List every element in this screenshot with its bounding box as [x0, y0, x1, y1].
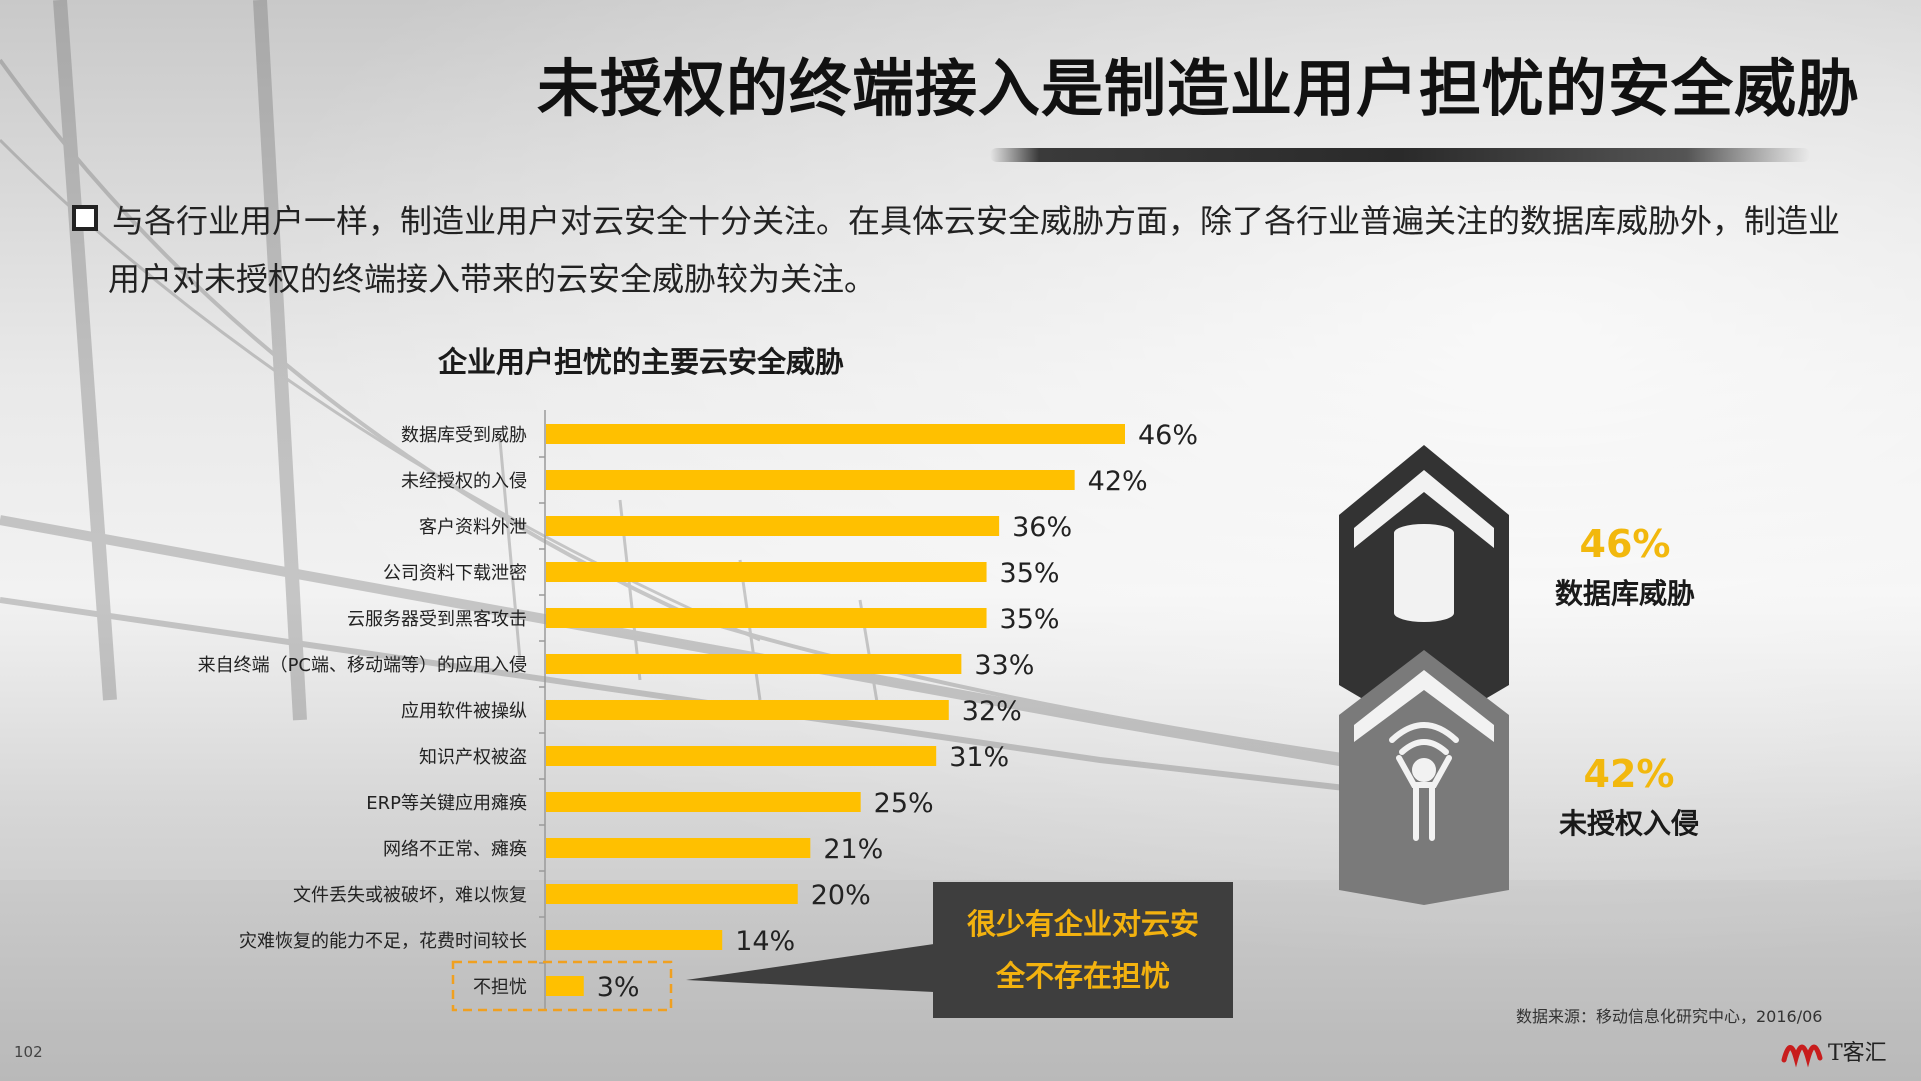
highlight-dashed-box [451, 960, 673, 1012]
chart-title: 企业用户担忧的主要云安全威胁 [438, 345, 845, 379]
category-label: 未经授权的入侵 [401, 471, 527, 492]
bar [546, 838, 811, 858]
value-label: 31% [949, 742, 1009, 773]
category-label: 文件丢失或被破坏，难以恢复 [293, 885, 527, 906]
value-label: 21% [823, 834, 883, 865]
bar [546, 424, 1125, 444]
intro-paragraph: 与各行业用户一样，制造业用户对云安全十分关注。在具体云安全威胁方面，除了各行业普… [72, 192, 1852, 308]
value-label: 25% [874, 788, 934, 819]
data-source: 数据来源：移动信息化研究中心，2016/06 [1516, 1007, 1823, 1026]
value-label: 46% [1138, 420, 1198, 451]
bar [546, 792, 861, 812]
bar [546, 884, 798, 904]
bar [546, 976, 584, 996]
intro-line-1: 与各行业用户一样，制造业用户对云安全十分关注。在具体云安全威胁方面，除了各行业普… [112, 202, 1841, 240]
value-label: 36% [1012, 512, 1072, 543]
category-label: 数据库受到威胁 [401, 425, 527, 446]
bar [546, 746, 937, 766]
bar [546, 562, 987, 582]
category-label: 公司资料下载泄密 [383, 563, 527, 584]
chevron-icons-panel [1339, 445, 1509, 905]
bar [546, 654, 962, 674]
category-label: 云服务器受到黑客攻击 [347, 609, 527, 630]
value-label: 3% [597, 972, 640, 1003]
category-label: 应用软件被操纵 [401, 701, 527, 722]
page-number: 102 [14, 1043, 43, 1061]
value-label: 33% [974, 650, 1034, 681]
bar [546, 608, 987, 628]
callout-line-1: 很少有企业对云安 [966, 907, 1199, 941]
value-label: 35% [1000, 604, 1060, 635]
stat-intrusion: 42% 未授权入侵 [1524, 752, 1734, 842]
database-icon [1394, 524, 1454, 622]
bullet-square-icon [72, 205, 98, 231]
callout-box: 很少有企业对云安 全不存在担忧 [933, 882, 1233, 1018]
value-label: 14% [735, 926, 795, 957]
category-label: 来自终端（PC端、移动端等）的应用入侵 [198, 655, 527, 676]
stat-database-percent: 46% [1579, 522, 1671, 566]
value-label: 42% [1088, 466, 1148, 497]
category-label: 网络不正常、瘫痪 [383, 839, 527, 860]
value-label: 35% [1000, 558, 1060, 589]
category-label: 知识产权被盗 [419, 747, 527, 768]
callout-pointer [686, 944, 934, 992]
title-underline-brush [990, 148, 1810, 162]
value-label: 32% [962, 696, 1022, 727]
brand-logo: T客汇 [1781, 1041, 1887, 1068]
category-label: 灾难恢复的能力不足，花费时间较长 [239, 931, 527, 952]
logo-text: T客汇 [1828, 1041, 1887, 1066]
category-label: 客户资料外泄 [419, 517, 527, 538]
person-wifi-icon [1389, 722, 1459, 841]
stat-database: 46% 数据库威胁 [1520, 522, 1730, 612]
value-label: 20% [811, 880, 871, 911]
category-label: 不担忧 [473, 977, 527, 998]
intro-line-2: 用户对未授权的终端接入带来的云安全威胁较为关注。 [108, 260, 877, 298]
stat-database-label: 数据库威胁 [1554, 577, 1695, 610]
bar [546, 470, 1075, 490]
bar [546, 930, 723, 950]
bar [546, 516, 1000, 536]
category-label: ERP等关键应用瘫痪 [366, 793, 527, 814]
bar [546, 700, 949, 720]
slide-title: 未授权的终端接入是制造业用户担忧的安全威胁 [536, 52, 1860, 125]
stat-intrusion-label: 未授权入侵 [1558, 807, 1699, 840]
stat-intrusion-percent: 42% [1583, 752, 1675, 796]
callout-line-2: 全不存在担忧 [995, 959, 1170, 993]
